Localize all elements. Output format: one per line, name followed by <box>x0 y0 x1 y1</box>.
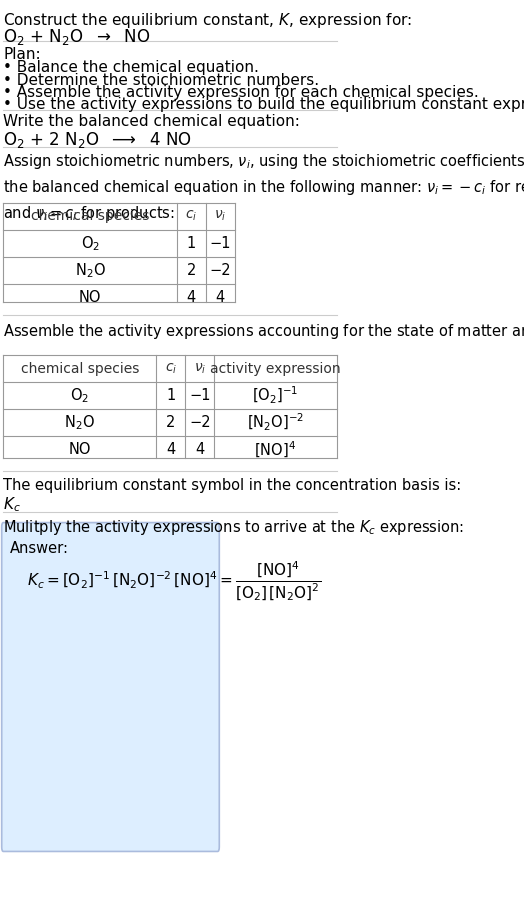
Text: Write the balanced chemical equation:: Write the balanced chemical equation: <box>3 114 300 130</box>
Text: $K_c$: $K_c$ <box>3 496 21 514</box>
Text: Mulitply the activity expressions to arrive at the $K_c$ expression:: Mulitply the activity expressions to arr… <box>3 518 464 537</box>
Text: $\mathregular{O_2}$: $\mathregular{O_2}$ <box>70 387 90 405</box>
Text: $\mathregular{O_2}$: $\mathregular{O_2}$ <box>81 234 100 252</box>
Text: Assemble the activity expressions accounting for the state of matter and $\nu_i$: Assemble the activity expressions accoun… <box>3 322 524 341</box>
Text: $K_c = [\mathrm{O_2}]^{-1}\,[\mathrm{N_2O}]^{-2}\,[\mathrm{NO}]^{4} = \dfrac{[\m: $K_c = [\mathrm{O_2}]^{-1}\,[\mathrm{N_2… <box>27 560 321 603</box>
Text: −2: −2 <box>189 415 211 430</box>
Text: • Assemble the activity expression for each chemical species.: • Assemble the activity expression for e… <box>3 85 479 100</box>
Text: −2: −2 <box>209 263 231 278</box>
Text: chemical species: chemical species <box>31 209 149 223</box>
Text: • Balance the chemical equation.: • Balance the chemical equation. <box>3 60 259 76</box>
Text: $c_i$: $c_i$ <box>165 361 177 376</box>
Text: • Determine the stoichiometric numbers.: • Determine the stoichiometric numbers. <box>3 72 320 87</box>
Text: Answer:: Answer: <box>10 541 69 556</box>
Text: $[\mathrm{O_2}]^{-1}$: $[\mathrm{O_2}]^{-1}$ <box>252 385 299 406</box>
Text: $\mathregular{O_2}$ + 2 $\mathregular{N_2O}$  $\longrightarrow$  4 NO: $\mathregular{O_2}$ + 2 $\mathregular{N_… <box>3 130 192 150</box>
Text: NO: NO <box>69 442 91 457</box>
Text: Construct the equilibrium constant, $K$, expression for:: Construct the equilibrium constant, $K$,… <box>3 11 413 30</box>
Text: 4: 4 <box>215 290 225 305</box>
Text: −1: −1 <box>210 236 231 250</box>
Text: 2: 2 <box>187 263 196 278</box>
Text: $[\mathrm{N_2O}]^{-2}$: $[\mathrm{N_2O}]^{-2}$ <box>247 412 304 433</box>
Text: chemical species: chemical species <box>21 361 139 376</box>
Text: $\nu_i$: $\nu_i$ <box>193 361 206 376</box>
Text: $\nu_i$: $\nu_i$ <box>214 209 226 223</box>
Text: $\mathregular{N_2O}$: $\mathregular{N_2O}$ <box>64 414 95 432</box>
Text: $c_i$: $c_i$ <box>185 209 198 223</box>
Text: Plan:: Plan: <box>3 47 41 62</box>
Text: 2: 2 <box>166 415 176 430</box>
Text: −1: −1 <box>189 388 211 403</box>
Text: activity expression: activity expression <box>210 361 341 376</box>
FancyBboxPatch shape <box>2 523 219 851</box>
Text: Assign stoichiometric numbers, $\nu_i$, using the stoichiometric coefficients, $: Assign stoichiometric numbers, $\nu_i$, … <box>3 152 524 223</box>
Text: 4: 4 <box>187 290 196 305</box>
Text: The equilibrium constant symbol in the concentration basis is:: The equilibrium constant symbol in the c… <box>3 478 462 493</box>
Text: • Use the activity expressions to build the equilibrium constant expression.: • Use the activity expressions to build … <box>3 96 524 112</box>
Text: 4: 4 <box>166 442 176 457</box>
Text: $[\mathrm{NO}]^{4}$: $[\mathrm{NO}]^{4}$ <box>255 440 297 460</box>
Text: 1: 1 <box>187 236 196 250</box>
Text: $\mathregular{O_2}$ + $\mathregular{N_2O}$  $\rightarrow$  NO: $\mathregular{O_2}$ + $\mathregular{N_2O… <box>3 27 151 47</box>
Text: NO: NO <box>79 290 101 305</box>
Text: 4: 4 <box>195 442 204 457</box>
Text: 1: 1 <box>166 388 176 403</box>
Text: $\mathregular{N_2O}$: $\mathregular{N_2O}$ <box>75 261 105 279</box>
